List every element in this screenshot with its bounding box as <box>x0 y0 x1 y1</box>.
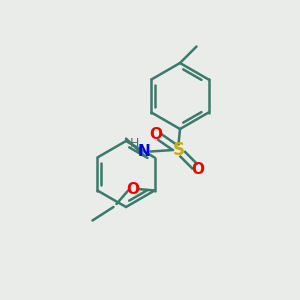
Text: O: O <box>127 182 140 196</box>
Text: O: O <box>149 127 163 142</box>
Text: N: N <box>138 144 150 159</box>
Text: S: S <box>172 141 184 159</box>
Text: H: H <box>130 136 139 150</box>
Text: O: O <box>191 162 205 177</box>
